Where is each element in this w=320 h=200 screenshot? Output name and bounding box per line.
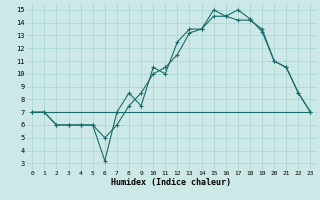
X-axis label: Humidex (Indice chaleur): Humidex (Indice chaleur) bbox=[111, 178, 231, 187]
